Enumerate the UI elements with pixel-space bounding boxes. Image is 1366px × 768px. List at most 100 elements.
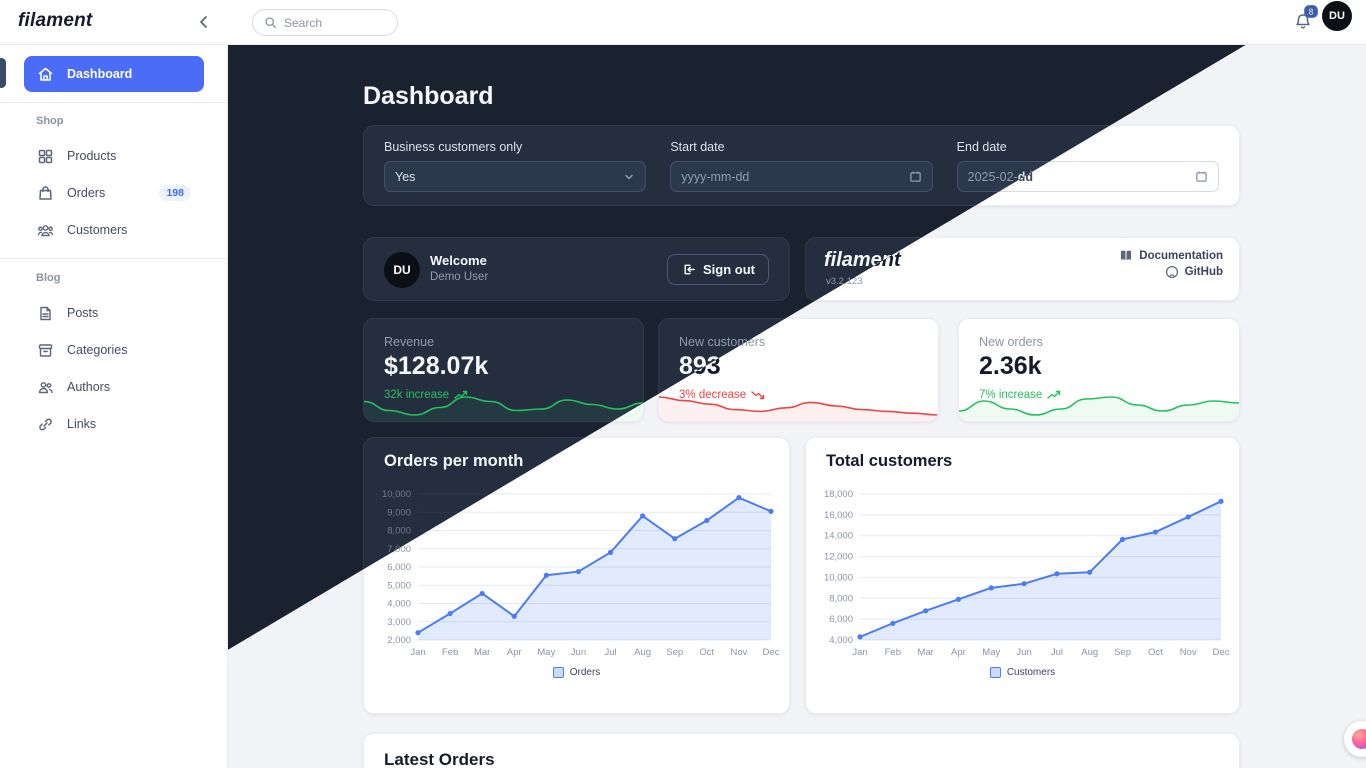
svg-text:May: May <box>982 647 1000 658</box>
svg-text:4,000: 4,000 <box>829 635 853 646</box>
chevron-down-icon <box>623 171 635 183</box>
search-icon <box>264 16 277 29</box>
stat-value: 2.36k <box>979 352 1042 380</box>
notifications-button[interactable]: 8 <box>1290 5 1318 36</box>
customers-line-chart: 4,000 6,000 8,000 10,000 12,000 14,000 16,000 1… <box>824 489 1230 658</box>
floating-widget-button[interactable] <box>1344 721 1366 757</box>
sidebar: Dashboard Shop Products Orders 198 Custo… <box>0 45 228 768</box>
bell-icon <box>1293 13 1313 35</box>
welcome-username: Demo User <box>430 271 489 283</box>
link-icon <box>37 416 54 433</box>
svg-text:Jul: Jul <box>604 647 616 658</box>
sign-out-button[interactable]: Sign out <box>667 254 769 285</box>
sidebar-item-label: Posts <box>67 306 99 320</box>
notification-count-badge: 8 <box>1304 5 1318 18</box>
svg-text:Jan: Jan <box>852 647 867 658</box>
stat-card-new-orders: New orders 2.36k 7% increase <box>958 318 1240 422</box>
total-customers-chart-card: Total customers 4,000 6,000 8,000 10,000 12,… <box>805 437 1240 714</box>
trending-up-icon <box>1047 390 1061 400</box>
welcome-avatar: DU <box>384 252 420 288</box>
stat-trend-label: 7% increase <box>979 389 1043 401</box>
end-date-label: End date <box>956 140 1007 154</box>
stat-card-revenue: Revenue $128.07k 32k increase <box>363 318 644 422</box>
active-item-indicator <box>0 58 6 88</box>
user-avatar[interactable]: DU <box>1322 1 1352 31</box>
business-customers-select[interactable]: Yes <box>384 161 647 192</box>
svg-text:6,000: 6,000 <box>387 562 411 573</box>
svg-text:Feb: Feb <box>885 647 901 658</box>
sidebar-item-label: Dashboard <box>67 67 133 81</box>
sidebar-item-customers[interactable]: Customers <box>24 212 204 248</box>
svg-text:10,000: 10,000 <box>382 489 411 500</box>
document-icon <box>37 305 54 322</box>
search-input[interactable]: Search <box>252 9 398 36</box>
svg-text:Jan: Jan <box>410 647 425 658</box>
svg-text:Dec: Dec <box>1213 647 1230 658</box>
svg-text:4,000: 4,000 <box>387 599 411 610</box>
stat-trend-label: 32k increase <box>384 389 450 401</box>
sidebar-item-orders[interactable]: Orders 198 <box>24 175 204 211</box>
sidebar-item-links[interactable]: Links <box>24 406 204 442</box>
start-date-input[interactable]: yyyy-mm-dd <box>670 161 933 192</box>
sidebar-item-products[interactable]: Products <box>24 138 204 174</box>
sidebar-collapse-button[interactable] <box>194 13 214 33</box>
svg-text:5,000: 5,000 <box>387 580 411 591</box>
legend-checkbox[interactable] <box>552 667 564 678</box>
svg-text:8,000: 8,000 <box>387 526 411 537</box>
divider <box>0 258 228 259</box>
book-icon <box>1119 249 1133 262</box>
svg-text:Aug: Aug <box>634 647 651 658</box>
chart-title: Total customers <box>826 452 953 470</box>
select-value: Yes <box>395 169 416 184</box>
stat-label: New orders <box>979 335 1043 349</box>
shopping-bag-icon <box>37 185 54 202</box>
sidebar-item-label: Orders <box>67 186 106 200</box>
topbar: filament Search 8 DU <box>0 0 1366 45</box>
stat-trend: 7% increase <box>979 389 1061 401</box>
svg-text:9,000: 9,000 <box>387 507 411 518</box>
github-icon <box>1165 265 1179 279</box>
svg-text:Oct: Oct <box>699 647 714 658</box>
svg-text:Nov: Nov <box>730 647 747 658</box>
sidebar-item-authors[interactable]: Authors <box>24 369 204 405</box>
stat-trend: 3% decrease <box>679 389 765 401</box>
business-customers-label: Business customers only <box>384 140 523 154</box>
sidebar-item-dashboard[interactable]: Dashboard <box>24 56 204 92</box>
svg-text:6,000: 6,000 <box>829 614 853 625</box>
divider <box>0 102 228 103</box>
documentation-link[interactable]: Documentation <box>1119 249 1223 262</box>
github-link[interactable]: GitHub <box>1165 265 1223 279</box>
svg-text:Aug: Aug <box>1081 647 1098 658</box>
svg-text:Nov: Nov <box>1180 647 1197 658</box>
legend-checkbox[interactable] <box>989 667 1001 678</box>
date-value-filled: 2025-02- <box>967 169 1018 184</box>
calendar-icon <box>1195 170 1208 183</box>
svg-text:Jun: Jun <box>571 647 586 658</box>
trending-up-icon <box>454 390 468 400</box>
stat-label: Revenue <box>384 335 435 349</box>
svg-text:Sep: Sep <box>666 647 683 658</box>
revenue-sparkline <box>364 396 643 421</box>
logout-icon <box>681 262 696 277</box>
svg-text:8,000: 8,000 <box>829 593 853 604</box>
sidebar-item-posts[interactable]: Posts <box>24 295 204 331</box>
app-logo: filament <box>18 10 93 31</box>
trending-down-icon <box>751 390 765 400</box>
svg-text:12,000: 12,000 <box>824 552 853 563</box>
sidebar-item-label: Categories <box>67 343 128 357</box>
svg-text:14,000: 14,000 <box>824 531 853 542</box>
stat-card-new-customers: New customers 893 3% decrease <box>658 318 939 422</box>
page-title: Dashboard <box>363 81 494 110</box>
sidebar-item-label: Links <box>67 417 97 431</box>
legend-label: Orders <box>569 667 601 678</box>
svg-text:Apr: Apr <box>951 647 966 658</box>
search-placeholder: Search <box>284 15 323 30</box>
sidebar-item-categories[interactable]: Categories <box>24 332 204 368</box>
svg-text:16,000: 16,000 <box>824 510 853 521</box>
date-placeholder: yyyy-mm-dd <box>681 169 750 184</box>
archive-box-icon <box>37 342 54 359</box>
sidebar-item-label: Products <box>67 149 117 163</box>
sign-out-label: Sign out <box>703 262 755 277</box>
sidebar-group-blog: Blog <box>36 272 61 284</box>
svg-text:Apr: Apr <box>507 647 522 658</box>
